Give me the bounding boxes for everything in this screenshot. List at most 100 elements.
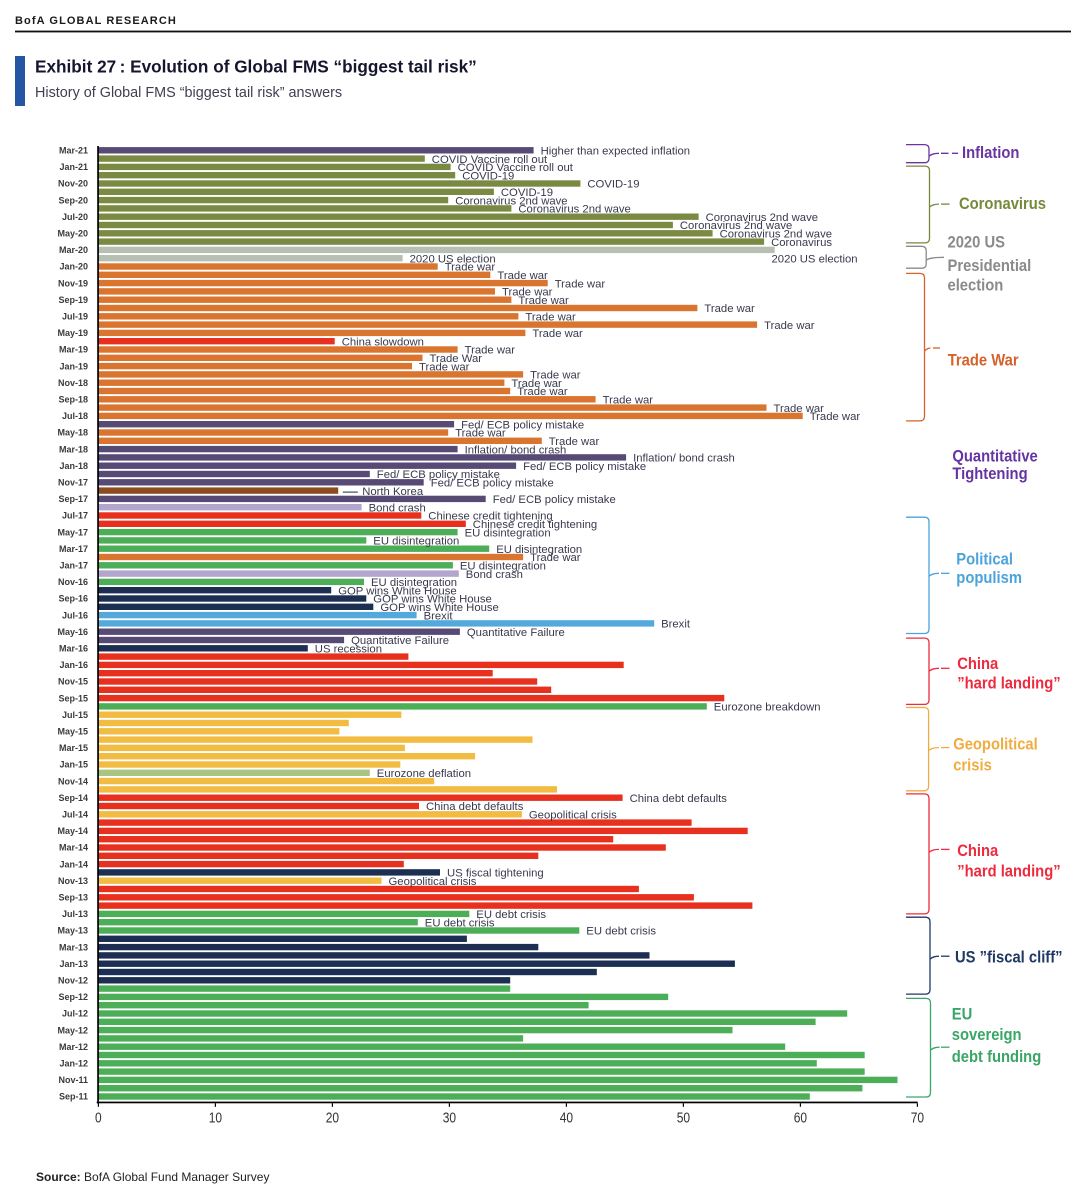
svg-text:Nov-16: Nov-16	[58, 577, 88, 587]
svg-text:Jul-15: Jul-15	[62, 710, 88, 720]
svg-text:May-15: May-15	[57, 727, 88, 737]
svg-text:Sep-15: Sep-15	[58, 693, 88, 703]
svg-text:Trade war: Trade war	[704, 303, 755, 315]
svg-text:Jan-19: Jan-19	[59, 361, 88, 371]
svg-text:EU disintegration: EU disintegration	[465, 527, 551, 539]
svg-text:Mar-13: Mar-13	[59, 942, 88, 952]
svg-text:Sep-19: Sep-19	[58, 295, 88, 305]
svg-text:Eurozone breakdown: Eurozone breakdown	[714, 702, 821, 714]
svg-text:Chinese credit tightening: Chinese credit tightening	[473, 519, 597, 531]
svg-text:EU disintegration: EU disintegration	[496, 544, 582, 556]
svg-text:Sep-18: Sep-18	[58, 395, 88, 405]
svg-text:Jan-14: Jan-14	[59, 859, 88, 869]
svg-text:Coronavirus: Coronavirus	[959, 195, 1046, 213]
svg-text:May-12: May-12	[57, 1025, 88, 1035]
svg-text:China debt defaults: China debt defaults	[630, 793, 728, 805]
svg-text:Trade war: Trade war	[764, 320, 815, 332]
svg-text:crisis: crisis	[953, 757, 992, 775]
svg-text:Trade war: Trade war	[511, 378, 562, 390]
svg-text:History of Global FMS “biggest: History of Global FMS “biggest tail risk…	[35, 85, 342, 101]
svg-text:China: China	[957, 655, 998, 673]
svg-text:10: 10	[209, 1109, 223, 1126]
svg-text:Trade war: Trade war	[530, 552, 581, 564]
svg-text:US recession: US recession	[315, 644, 382, 656]
svg-text:Mar-17: Mar-17	[59, 544, 88, 554]
svg-text:Jan-13: Jan-13	[59, 959, 88, 969]
svg-text:”hard landing”: ”hard landing”	[957, 863, 1060, 881]
svg-text:Quantitative Failure: Quantitative Failure	[467, 627, 565, 639]
svg-text:Jan-18: Jan-18	[59, 461, 88, 471]
svg-text:Trade War: Trade War	[948, 352, 1019, 370]
svg-text:Chinese credit tightening: Chinese credit tightening	[428, 511, 552, 523]
svg-text:Eurozone deflation: Eurozone deflation	[377, 768, 471, 780]
svg-text:0: 0	[95, 1109, 102, 1126]
svg-text:Higher than expected inflation: Higher than expected inflation	[541, 146, 690, 158]
svg-text:40: 40	[560, 1109, 574, 1126]
svg-text:Trade war: Trade war	[518, 295, 569, 307]
svg-text:Inflation/ bond crash: Inflation/ bond crash	[633, 453, 735, 465]
svg-text:Coronavirus: Coronavirus	[771, 237, 832, 249]
svg-text:US fiscal tightening: US fiscal tightening	[447, 868, 544, 880]
svg-text:”hard landing”: ”hard landing”	[957, 675, 1060, 693]
svg-text:Coronavirus 2nd wave: Coronavirus 2nd wave	[455, 195, 567, 207]
svg-text:China slowdown: China slowdown	[342, 336, 424, 348]
svg-text:Mar-21: Mar-21	[59, 146, 88, 156]
svg-text:Trade war: Trade war	[465, 345, 516, 357]
svg-text:Bond crash: Bond crash	[369, 502, 426, 514]
svg-text:Mar-19: Mar-19	[59, 345, 88, 355]
svg-text:EU debt crisis: EU debt crisis	[586, 926, 656, 938]
svg-text:Mar-18: Mar-18	[59, 444, 88, 454]
svg-text:GOP wins White House: GOP wins White House	[338, 585, 456, 597]
svg-text:Nov-13: Nov-13	[58, 876, 88, 886]
svg-text:Jan-12: Jan-12	[59, 1059, 88, 1069]
svg-text:Jul-19: Jul-19	[62, 312, 88, 322]
svg-text:Source: BofA Global Fund Mana: Source: BofA Global Fund Manager Survey	[36, 1170, 269, 1184]
svg-text:Trade War: Trade War	[430, 353, 483, 365]
svg-text:US ”fiscal cliff”: US ”fiscal cliff”	[955, 949, 1063, 967]
svg-text:Sep-20: Sep-20	[58, 195, 88, 205]
svg-text:EU disintegration: EU disintegration	[371, 577, 457, 589]
svg-text:Trade war: Trade war	[530, 370, 581, 382]
svg-text:May-13: May-13	[57, 926, 88, 936]
svg-text:May-20: May-20	[57, 229, 88, 239]
svg-text:Coronavirus 2nd wave: Coronavirus 2nd wave	[680, 220, 792, 232]
svg-text:Brexit: Brexit	[424, 610, 454, 622]
svg-text:Jul-17: Jul-17	[62, 511, 88, 521]
svg-text:Nov-11: Nov-11	[58, 1075, 88, 1085]
svg-text:COVID Vaccine roll out: COVID Vaccine roll out	[432, 154, 548, 166]
svg-text:Coronavirus 2nd wave: Coronavirus 2nd wave	[518, 204, 630, 216]
svg-text:COVID Vaccine roll out: COVID Vaccine roll out	[458, 162, 574, 174]
svg-text:Jan-20: Jan-20	[59, 262, 88, 272]
svg-text:Jan-21: Jan-21	[59, 162, 88, 172]
svg-text:GOP wins White House: GOP wins White House	[373, 594, 491, 606]
svg-text:Nov-20: Nov-20	[58, 179, 88, 189]
svg-text:Trade war: Trade war	[502, 287, 553, 299]
svg-text:Bond crash: Bond crash	[466, 569, 523, 581]
svg-text:30: 30	[443, 1109, 457, 1126]
svg-text:May-17: May-17	[57, 527, 88, 537]
svg-text:Sep-14: Sep-14	[58, 793, 88, 803]
svg-text:May-18: May-18	[57, 428, 88, 438]
svg-text:70: 70	[911, 1109, 925, 1126]
svg-text:EU disintegration: EU disintegration	[460, 561, 546, 573]
svg-text:China debt defaults: China debt defaults	[426, 801, 524, 813]
svg-text:Coronavirus 2nd wave: Coronavirus 2nd wave	[706, 212, 818, 224]
svg-text:China: China	[957, 842, 998, 860]
svg-text:debt funding: debt funding	[952, 1048, 1041, 1066]
svg-text:Fed/ ECB policy mistake: Fed/ ECB policy mistake	[493, 494, 616, 506]
svg-text:Jul-13: Jul-13	[62, 909, 88, 919]
svg-text:Nov-17: Nov-17	[58, 478, 88, 488]
svg-text:Trade war: Trade war	[445, 262, 496, 274]
svg-text:Fed/ ECB policy mistake: Fed/ ECB policy mistake	[431, 478, 554, 490]
svg-text:Tightening: Tightening	[952, 465, 1027, 483]
svg-text:May-19: May-19	[57, 328, 88, 338]
svg-text:Mar-14: Mar-14	[59, 843, 88, 853]
svg-text:Nov-18: Nov-18	[58, 378, 88, 388]
svg-text:COVID-19: COVID-19	[501, 187, 553, 199]
svg-text:Trade war: Trade war	[774, 403, 825, 415]
svg-text:Brexit: Brexit	[661, 619, 691, 631]
svg-text:Nov-12: Nov-12	[58, 976, 88, 986]
svg-text:sovereign: sovereign	[952, 1026, 1022, 1044]
svg-text:Sep-16: Sep-16	[58, 594, 88, 604]
svg-text:populism: populism	[956, 569, 1022, 587]
